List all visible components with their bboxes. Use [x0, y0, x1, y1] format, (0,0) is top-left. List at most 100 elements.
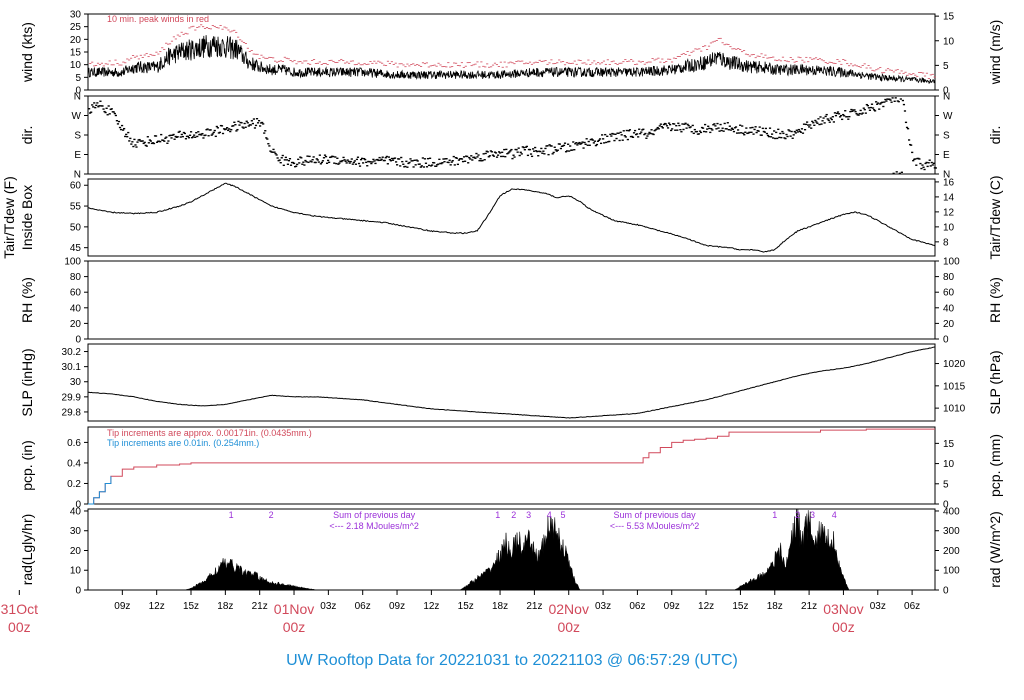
y-tick-label: 0 [75, 586, 81, 597]
hour-mark: 1 [772, 510, 777, 520]
x-tick-label: 03z [595, 601, 611, 612]
slp-series-line [88, 346, 936, 419]
chart-title: UW Rooftop Data for 20221031 to 20221103… [286, 652, 738, 669]
y-tick-label: 0.6 [67, 438, 81, 449]
y-right-tick-label: 0 [943, 500, 949, 511]
hour-mark: 3 [810, 510, 815, 520]
y-tick-label: 25 [70, 22, 82, 33]
y-right-tick-label: 200 [943, 546, 960, 557]
y-tick-label: E [74, 150, 81, 161]
y-axis-label-right: Tair/Tdew (C) [987, 175, 1003, 259]
y-tick-label: 20 [70, 546, 82, 557]
day-label-hour: 00z [283, 619, 306, 635]
y-axis-label: Tair/Tdew (F) [1, 176, 17, 258]
x-tick-label: 06z [904, 601, 920, 612]
y-right-tick-label: 14 [943, 192, 955, 203]
hour-mark: 1 [495, 510, 500, 520]
y-tick-label: 50 [70, 222, 82, 233]
y-right-tick-label: 0 [943, 86, 949, 97]
pcp-series-blue [88, 476, 112, 505]
y-right-tick-label: 100 [943, 566, 960, 577]
y-right-tick-label: 80 [943, 272, 955, 283]
y-tick-label: 10 [70, 566, 82, 577]
y-tick-label: 100 [64, 257, 81, 268]
y-tick-label: 0.4 [67, 458, 81, 469]
y-tick-label: 30 [70, 377, 82, 388]
y-axis-label: pcp. (in) [19, 440, 35, 491]
y-tick-label: 45 [70, 243, 82, 254]
tip-note-red: Tip increments are approx. 0.00171in. (0… [107, 428, 312, 438]
x-tick-label: 09z [664, 601, 680, 612]
y-tick-label: 30.2 [62, 347, 82, 358]
y-right-tick-label: E [943, 150, 950, 161]
x-tick-label: 03z [320, 601, 336, 612]
x-tick-label: 18z [217, 601, 233, 612]
y-right-tick-label: 10 [943, 459, 955, 470]
y-right-tick-label: 15 [943, 439, 955, 450]
day-label-date: 03Nov [823, 601, 863, 617]
y-right-tick-label: 300 [943, 526, 960, 537]
pcp-series-red [88, 428, 935, 505]
y-right-tick-label: 5 [943, 479, 949, 490]
y-axis-label: wind (kts) [19, 22, 35, 83]
y-tick-label: N [74, 170, 81, 181]
y-tick-label: 55 [70, 202, 82, 213]
y-axis-label-right: wind (m/s) [987, 20, 1003, 86]
x-tick-label: 18z [767, 601, 783, 612]
panel-temp: 45 50 55 60 8 10 12 14 16 Tair/Tdew (F) Inside Box… [1, 175, 1003, 259]
hour-mark: 4 [832, 510, 837, 520]
x-axis: 09z 12z 15z 18z 21z 03z 06z 09z 12z 15z 18z 21z 03z 0… [1, 590, 920, 635]
panel-pcp: 0 0.2 0.4 0.6 0 5 10 15 pcp. (in) pcp. (mm) Tip in… [19, 426, 1003, 511]
day-label-hour: 00z [832, 619, 855, 635]
y-tick-label: 40 [70, 303, 82, 314]
panel-frame [87, 426, 936, 505]
x-tick-label: 15z [458, 601, 474, 612]
y-right-tick-label: S [943, 131, 950, 142]
x-tick-label: 12z [423, 601, 439, 612]
y-tick-label: S [74, 131, 81, 142]
y-axis-label-right: rad (W/m^2) [987, 511, 1003, 588]
y-axis-label: RH (%) [19, 277, 35, 323]
y-right-tick-label: 15 [943, 12, 955, 23]
x-tick-label: 12z [149, 601, 165, 612]
panel-frame [87, 178, 936, 257]
panel-frame [87, 260, 936, 340]
hour-mark: 2 [795, 510, 800, 520]
y-tick-label: 20 [70, 319, 82, 330]
y-tick-label: 30 [70, 526, 82, 537]
x-tick-label: 12z [698, 601, 714, 612]
x-tick-label: 21z [252, 601, 268, 612]
y-tick-label: 30 [70, 10, 82, 21]
y-tick-label: 30.1 [62, 362, 82, 373]
y-right-tick-label: 10 [943, 222, 955, 233]
hour-mark: 2 [269, 510, 274, 520]
y-right-tick-label: 40 [943, 303, 955, 314]
y-axis-label-2: Inside Box [19, 185, 35, 250]
hour-mark: 5 [560, 510, 565, 520]
rad-area [734, 508, 850, 591]
y-right-tick-label: 1010 [943, 404, 966, 415]
panel-rh: 0 20 40 60 80 100 0 20 40 60 80 100 RH (%) RH (%) [19, 257, 1003, 346]
y-right-tick-label: 0 [943, 335, 949, 346]
y-right-tick-label: N [943, 92, 950, 103]
panel-frame [87, 95, 936, 175]
x-tick-label: 06z [629, 601, 645, 612]
y-right-tick-label: W [943, 111, 953, 122]
x-tick-label: 21z [526, 601, 542, 612]
day-label-date: 02Nov [548, 601, 588, 617]
x-tick-label: 09z [389, 601, 405, 612]
y-right-tick-label: 100 [943, 257, 960, 268]
y-right-tick-label: 12 [943, 207, 955, 218]
y-tick-label: 40 [70, 506, 82, 517]
y-right-tick-label: 20 [943, 319, 955, 330]
daily-sum-line2: <--- 2.18 MJoules/m^2 [329, 521, 419, 531]
y-right-tick-label: N [943, 170, 950, 181]
y-tick-label: 29.8 [62, 407, 82, 418]
day-label-date: 01Nov [274, 601, 314, 617]
y-tick-label: 0.2 [67, 479, 81, 490]
hour-mark: 4 [547, 510, 552, 520]
y-tick-label: W [72, 111, 82, 122]
